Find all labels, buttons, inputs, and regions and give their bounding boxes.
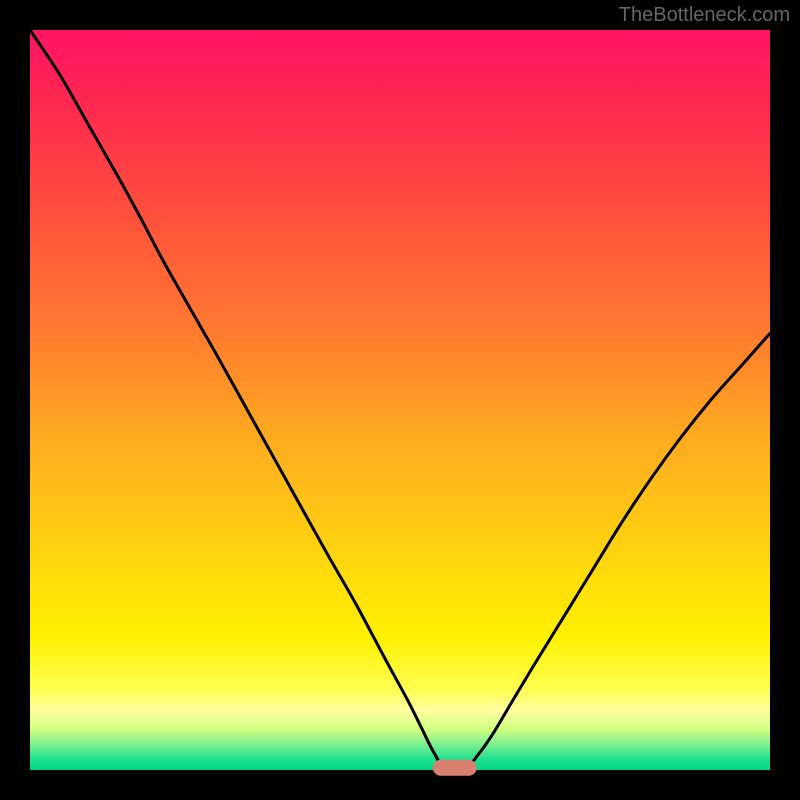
gradient-background	[30, 30, 770, 770]
bottleneck-chart	[0, 0, 800, 800]
minimum-marker	[433, 760, 477, 776]
watermark-text: TheBottleneck.com	[619, 4, 790, 27]
